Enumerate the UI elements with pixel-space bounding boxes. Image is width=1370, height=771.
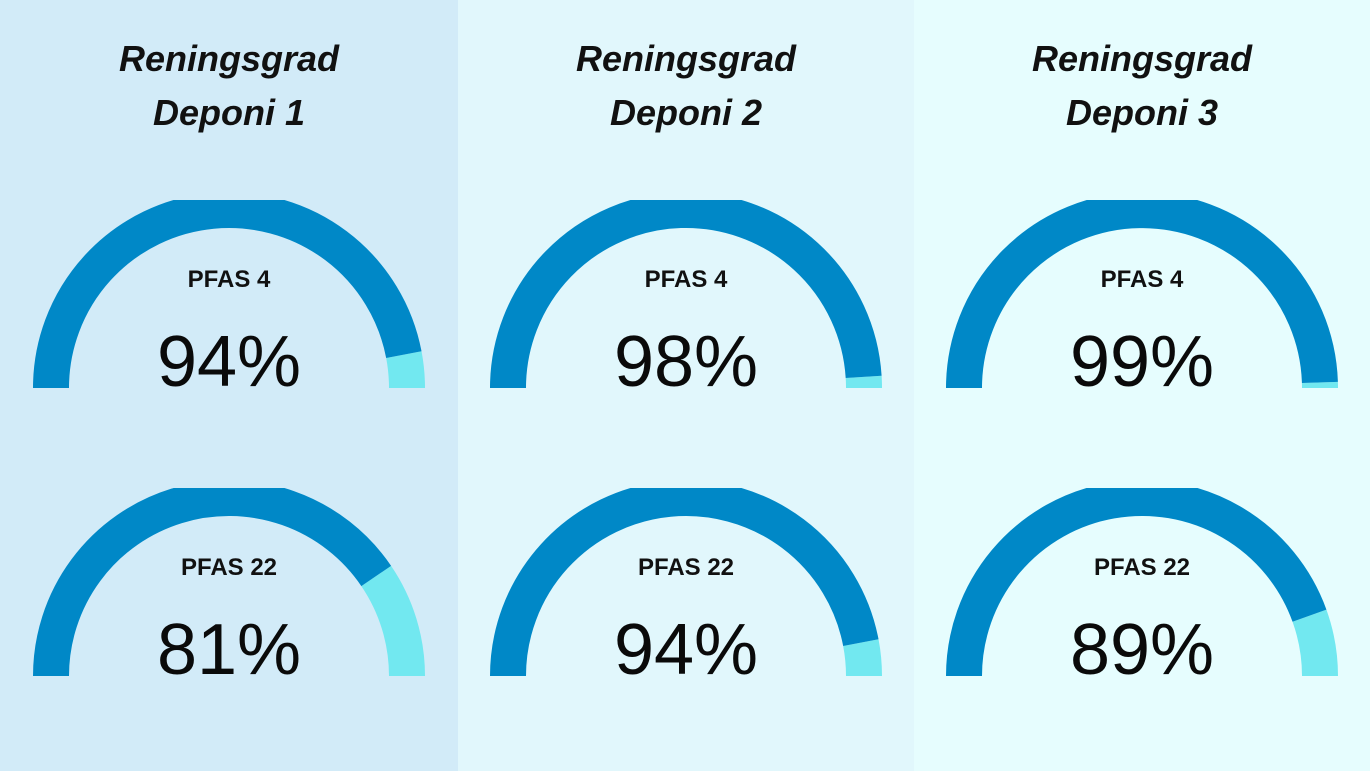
gauge-track-arc xyxy=(361,565,425,677)
deponi-1-panel: Reningsgrad Deponi 1 PFAS 4 94% PFAS 22 … xyxy=(0,0,458,771)
title-line-1: Reningsgrad xyxy=(118,38,340,79)
gauge-arc xyxy=(946,200,1338,389)
gauge-value: 94% xyxy=(156,322,302,402)
gauge-label: PFAS 4 xyxy=(187,266,271,293)
gauge-pfas4: PFAS 4 94% xyxy=(0,200,458,490)
panel-title: Reningsgrad Deponi 1 xyxy=(0,32,458,140)
gauge-track-arc xyxy=(386,351,425,389)
gauge-value-arc xyxy=(490,488,879,677)
deponi-2-panel: Reningsgrad Deponi 2 PFAS 4 98% PFAS 22 … xyxy=(458,0,914,771)
gauge-arc xyxy=(946,488,1338,677)
gauge-label: PFAS 22 xyxy=(637,554,735,581)
panel-title: Reningsgrad Deponi 3 xyxy=(914,32,1370,140)
gauge-arc xyxy=(490,488,882,677)
gauge-value-arc xyxy=(490,200,882,389)
gauge-value: 98% xyxy=(613,322,759,402)
title-line-2: Deponi 2 xyxy=(609,92,762,133)
gauge-value: 89% xyxy=(1069,610,1215,690)
gauge-value: 99% xyxy=(1069,322,1215,402)
gauge-label: PFAS 22 xyxy=(1093,554,1191,581)
panel-title: Reningsgrad Deponi 2 xyxy=(458,32,914,140)
gauge-label: PFAS 4 xyxy=(1100,266,1184,293)
title-line-1: Reningsgrad xyxy=(575,38,797,79)
title-line-2: Deponi 1 xyxy=(152,92,305,133)
gauge-value-arc xyxy=(33,488,392,677)
gauge-pfas4: PFAS 4 98% xyxy=(458,200,914,490)
gauge-arc xyxy=(490,200,883,389)
gauge-value: 94% xyxy=(613,610,759,690)
gauge-arc xyxy=(33,200,425,389)
gauge-value: 81% xyxy=(156,610,302,690)
gauge-pfas22: PFAS 22 81% xyxy=(0,488,458,771)
title-line-1: Reningsgrad xyxy=(1031,38,1253,79)
title-line-2: Deponi 3 xyxy=(1065,92,1218,133)
gauge-label: PFAS 22 xyxy=(180,554,278,581)
gauge-arc xyxy=(33,488,425,677)
gauge-track-arc xyxy=(1292,609,1338,677)
gauge-label: PFAS 4 xyxy=(644,266,728,293)
gauge-value-arc xyxy=(946,488,1327,677)
gauge-pfas4: PFAS 4 99% xyxy=(914,200,1370,490)
gauge-value-arc xyxy=(946,200,1338,389)
deponi-3-panel: Reningsgrad Deponi 3 PFAS 4 99% PFAS 22 … xyxy=(914,0,1370,771)
gauge-pfas22: PFAS 22 89% xyxy=(914,488,1370,771)
gauge-track-arc xyxy=(843,639,882,677)
gauge-value-arc xyxy=(33,200,422,389)
gauge-pfas22: PFAS 22 94% xyxy=(458,488,914,771)
